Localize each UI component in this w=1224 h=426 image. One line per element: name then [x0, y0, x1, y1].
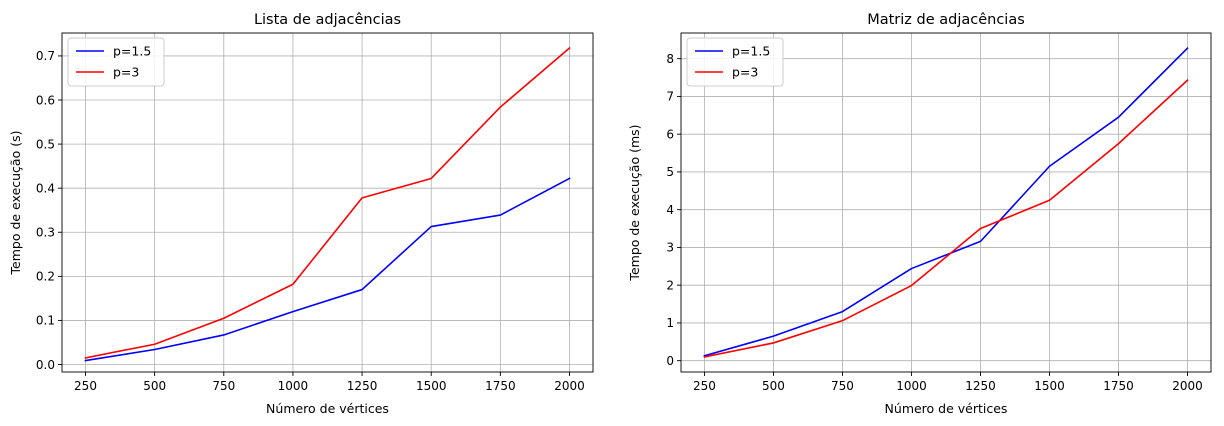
chart-lista-adjacencias: 250 500 750 1000 1250 1500 1750 2000 0.0 0.1 0.2 0.… — [8, 12, 594, 416]
legend-label: p=3 — [113, 65, 139, 80]
legend-box — [686, 37, 784, 87]
x-tick-label: 2000 — [1172, 379, 1203, 393]
plot-frame — [61, 32, 594, 373]
x-tick-label: 1500 — [1034, 379, 1065, 393]
x-tick-label: 750 — [831, 379, 854, 393]
y-tick-label: 6 — [666, 127, 674, 141]
series-line-1 — [84, 46, 571, 359]
x-tick-label: 750 — [212, 379, 235, 393]
x-tick-label: 500 — [143, 379, 166, 393]
y-tick-label: 5 — [666, 165, 674, 179]
x-axis-label: Número de vértices — [266, 401, 389, 416]
chart-title: Lista de adjacências — [254, 12, 401, 28]
x-tick-label: 2000 — [554, 379, 585, 393]
legend-label: p=3 — [732, 65, 758, 80]
y-tick-label: 4 — [666, 203, 674, 217]
legend: p=1.5 p=3 — [686, 37, 784, 87]
y-tick-label: 0 — [666, 354, 674, 368]
series-line-0 — [703, 46, 1189, 357]
x-tick-label: 1750 — [485, 379, 516, 393]
chart-title: Matriz de adjacências — [867, 12, 1025, 28]
y-tick-label: 0.1 — [36, 314, 55, 328]
y-tick-label: 0.5 — [36, 137, 55, 151]
y-tick-label: 0.4 — [36, 181, 55, 195]
plot-frame — [680, 32, 1212, 373]
y-tick-label: 0.3 — [36, 226, 55, 240]
legend: p=1.5 p=3 — [67, 37, 165, 87]
y-tick-label: 0.6 — [36, 93, 55, 107]
y-tick-label: 1 — [666, 316, 674, 330]
x-tick-label: 500 — [762, 379, 785, 393]
y-tick-label: 7 — [666, 90, 674, 104]
x-axis-label: Número de vértices — [885, 401, 1008, 416]
y-tick-label: 0.2 — [36, 270, 55, 284]
legend-box — [67, 37, 165, 87]
x-tick-label: 1250 — [347, 379, 378, 393]
y-tick-label: 2 — [666, 278, 674, 292]
series-line-0 — [84, 177, 571, 362]
y-tick-label: 3 — [666, 241, 674, 255]
y-tick-label: 0.0 — [36, 358, 55, 372]
x-tick-label: 1750 — [1103, 379, 1134, 393]
legend-label: p=1.5 — [732, 44, 770, 59]
y-axis-label: Tempo de execução (s) — [8, 131, 23, 276]
series-line-1 — [703, 79, 1189, 358]
x-tick-label: 250 — [74, 379, 97, 393]
x-tick-label: 1250 — [965, 379, 996, 393]
x-tick-label: 1500 — [416, 379, 447, 393]
y-tick-label: 8 — [666, 52, 674, 66]
legend-label: p=1.5 — [113, 44, 151, 59]
x-tick-label: 1000 — [278, 379, 309, 393]
chart-matriz-adjacencias: 250 500 750 1000 1250 1500 1750 2000 0 1 2 3 4 5 6 7 8 Ma… — [627, 12, 1212, 416]
y-tick-label: 0.7 — [36, 49, 55, 63]
x-tick-label: 1000 — [896, 379, 927, 393]
y-axis-label: Tempo de execução (ms) — [627, 124, 642, 281]
x-tick-label: 250 — [693, 379, 716, 393]
